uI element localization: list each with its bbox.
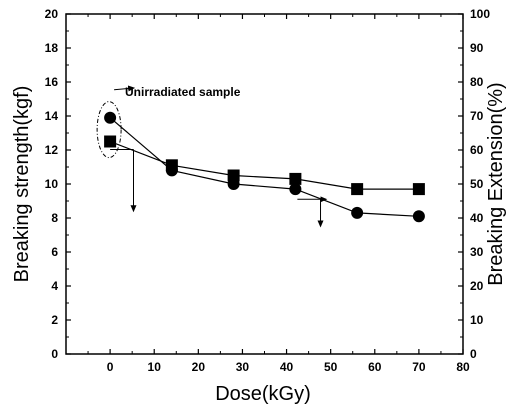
x-tick-label: 0 (107, 360, 114, 374)
axes (65, 13, 464, 355)
x-tick-label: 20 (192, 360, 206, 374)
x-tick-label: 50 (324, 360, 338, 374)
x-tick-label: 80 (456, 360, 470, 374)
x-tick-label: 30 (236, 360, 250, 374)
y-left-tick-label: 0 (51, 347, 58, 361)
y-right-tick-label: 30 (470, 245, 484, 259)
y-right-tick-label: 60 (470, 143, 484, 157)
x-tick-label: 10 (148, 360, 162, 374)
y-right-tick-label: 20 (470, 279, 484, 293)
y-left-tick-label: 6 (51, 245, 58, 259)
x-tick-label: 60 (368, 360, 382, 374)
x-tick-label: 40 (280, 360, 294, 374)
annotation-pointer-arrow (114, 85, 136, 92)
x-axis-title: Dose(kGy) (215, 383, 311, 405)
annotation-label: Unirradiated sample (125, 85, 241, 99)
x-tick-label: 70 (412, 360, 426, 374)
square-data-point (351, 183, 364, 196)
circle-series-line (109, 117, 419, 217)
y-left-tick-label: 10 (45, 177, 59, 191)
square-data-point (165, 159, 178, 172)
y-right-tick-label: 10 (470, 313, 484, 327)
data-series (104, 111, 425, 223)
square-data-point (104, 135, 117, 148)
y-right-tick-label: 0 (470, 347, 477, 361)
square-data-point (412, 183, 425, 196)
circle-data-point (351, 206, 364, 219)
y-left-tick-label: 20 (45, 7, 59, 21)
y-left-tick-label: 2 (51, 313, 58, 327)
right-axis-title: Breaking Extension(%) (485, 82, 507, 285)
plot-frame (65, 13, 464, 355)
y-left-tick-label: 18 (45, 41, 59, 55)
y-left-tick-label: 8 (51, 211, 58, 225)
y-right-tick-label: 100 (470, 7, 490, 21)
y-right-tick-label: 40 (470, 211, 484, 225)
y-left-tick-label: 12 (45, 143, 59, 157)
y-right-tick-label: 70 (470, 109, 484, 123)
tick-labels: 0 10 20 30 40 50 60 70 8002468101214161820010203… (45, 7, 491, 374)
circle-data-point (412, 210, 425, 223)
square-data-point (227, 169, 240, 182)
circle-data-point (289, 183, 302, 196)
y-left-tick-label: 14 (45, 109, 59, 123)
annotation-ellipse (96, 101, 122, 159)
y-right-tick-label: 50 (470, 177, 484, 191)
y-left-tick-label: 4 (51, 279, 58, 293)
square-data-point (289, 172, 302, 185)
circle-data-point (104, 111, 117, 124)
y-left-tick-label: 16 (45, 75, 59, 89)
tick-marks (66, 13, 464, 355)
y-right-tick-label: 80 (470, 75, 484, 89)
y-right-tick-label: 90 (470, 41, 484, 55)
annotations: Unirradiated sample (96, 85, 328, 228)
square-series-line (109, 140, 419, 190)
left-axis-title: Breaking strength(kgf) (11, 86, 33, 283)
